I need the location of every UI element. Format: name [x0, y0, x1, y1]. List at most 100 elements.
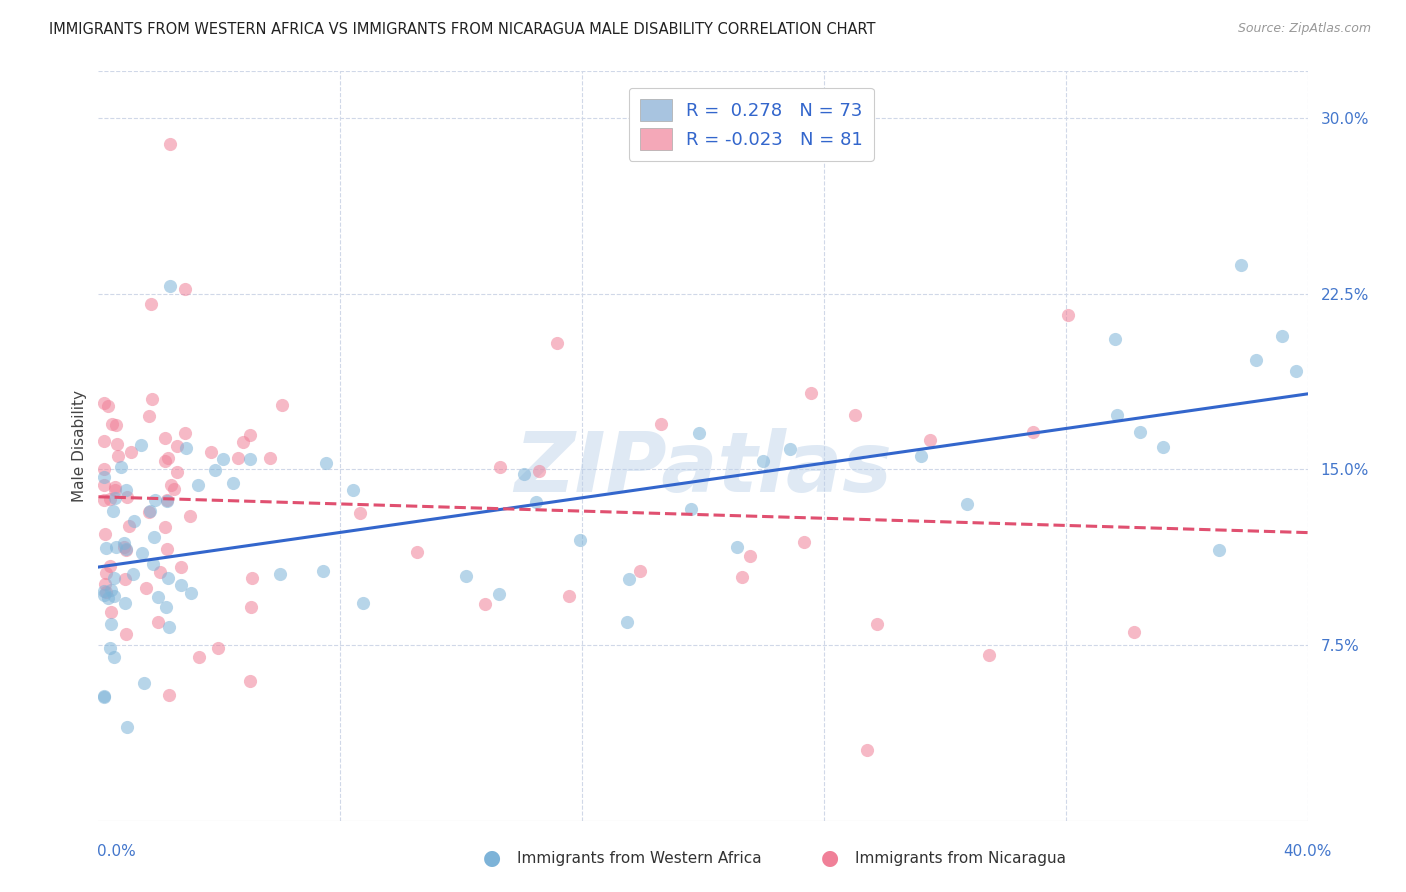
- Point: [115, 490, 138, 504]
- Point: [187, 477, 209, 491]
- Point: [93, 461, 115, 475]
- Point: [93, 588, 115, 602]
- Point: [1123, 625, 1146, 640]
- Y-axis label: Male Disability: Male Disability: [72, 390, 87, 502]
- Point: [93, 584, 115, 599]
- Point: [180, 585, 202, 599]
- Point: [271, 398, 294, 412]
- Point: [1208, 542, 1230, 557]
- Point: [105, 436, 128, 450]
- Point: [120, 445, 142, 459]
- Point: [157, 620, 180, 634]
- Point: [918, 433, 941, 447]
- Point: [1271, 329, 1294, 343]
- Point: [93, 577, 115, 591]
- Point: [1022, 425, 1045, 439]
- Point: [169, 578, 191, 592]
- Point: [731, 570, 754, 584]
- Point: [153, 454, 176, 468]
- Point: [103, 589, 125, 603]
- Point: [156, 492, 179, 507]
- Point: [101, 504, 124, 518]
- Point: [114, 483, 136, 498]
- Point: [856, 743, 879, 757]
- Point: [114, 596, 136, 610]
- Point: [122, 514, 145, 528]
- Point: [1285, 364, 1308, 378]
- Point: [104, 491, 127, 505]
- Point: [141, 297, 163, 311]
- Point: [628, 564, 651, 578]
- Point: [524, 494, 547, 508]
- Point: [259, 450, 281, 465]
- Point: [114, 535, 136, 549]
- Point: [569, 533, 592, 547]
- Point: [103, 650, 125, 665]
- Point: [122, 566, 145, 581]
- Point: [105, 541, 128, 555]
- Point: [93, 690, 115, 705]
- Point: [752, 454, 775, 468]
- Point: [156, 494, 179, 508]
- Point: [844, 408, 866, 422]
- Point: [93, 477, 115, 491]
- Point: [240, 571, 263, 585]
- Point: [93, 434, 115, 448]
- Point: [222, 476, 245, 491]
- Point: [148, 590, 170, 604]
- Point: [679, 502, 702, 516]
- Point: [1104, 332, 1126, 346]
- Point: [105, 417, 128, 432]
- Point: [104, 480, 127, 494]
- Point: [1230, 258, 1253, 272]
- Point: [725, 541, 748, 555]
- Point: [93, 395, 115, 409]
- Point: [474, 597, 496, 611]
- Point: [349, 506, 371, 520]
- Text: 0.0%: 0.0%: [97, 845, 136, 859]
- Point: [740, 549, 762, 563]
- Point: [115, 542, 138, 557]
- Point: [1057, 308, 1080, 322]
- Point: [315, 456, 337, 470]
- Point: [110, 459, 132, 474]
- Point: [793, 535, 815, 549]
- Point: [800, 385, 823, 400]
- Text: ZIPatlas: ZIPatlas: [515, 428, 891, 509]
- Point: [153, 520, 176, 534]
- Point: [93, 690, 115, 704]
- Point: [166, 439, 188, 453]
- Text: ●: ●: [821, 848, 838, 868]
- Point: [546, 336, 568, 351]
- Point: [104, 483, 127, 498]
- Point: [200, 445, 222, 459]
- Text: 40.0%: 40.0%: [1284, 845, 1331, 859]
- Point: [156, 542, 179, 557]
- Point: [103, 571, 125, 585]
- Point: [232, 434, 254, 449]
- Point: [174, 425, 197, 440]
- Point: [1107, 408, 1129, 422]
- Text: ●: ●: [484, 848, 501, 868]
- Point: [239, 599, 262, 614]
- Point: [188, 649, 211, 664]
- Point: [488, 459, 510, 474]
- Point: [312, 565, 335, 579]
- Point: [513, 467, 536, 482]
- Point: [650, 417, 672, 431]
- Point: [956, 497, 979, 511]
- Point: [170, 560, 193, 574]
- Point: [616, 615, 638, 629]
- Point: [454, 568, 477, 582]
- Point: [100, 582, 122, 597]
- Point: [100, 605, 122, 619]
- Point: [138, 409, 160, 423]
- Point: [141, 392, 163, 406]
- Point: [153, 431, 176, 445]
- Point: [977, 648, 1000, 662]
- Point: [138, 505, 160, 519]
- Point: [212, 451, 235, 466]
- Text: Immigrants from Western Africa: Immigrants from Western Africa: [517, 851, 762, 865]
- Point: [1129, 425, 1152, 439]
- Point: [204, 462, 226, 476]
